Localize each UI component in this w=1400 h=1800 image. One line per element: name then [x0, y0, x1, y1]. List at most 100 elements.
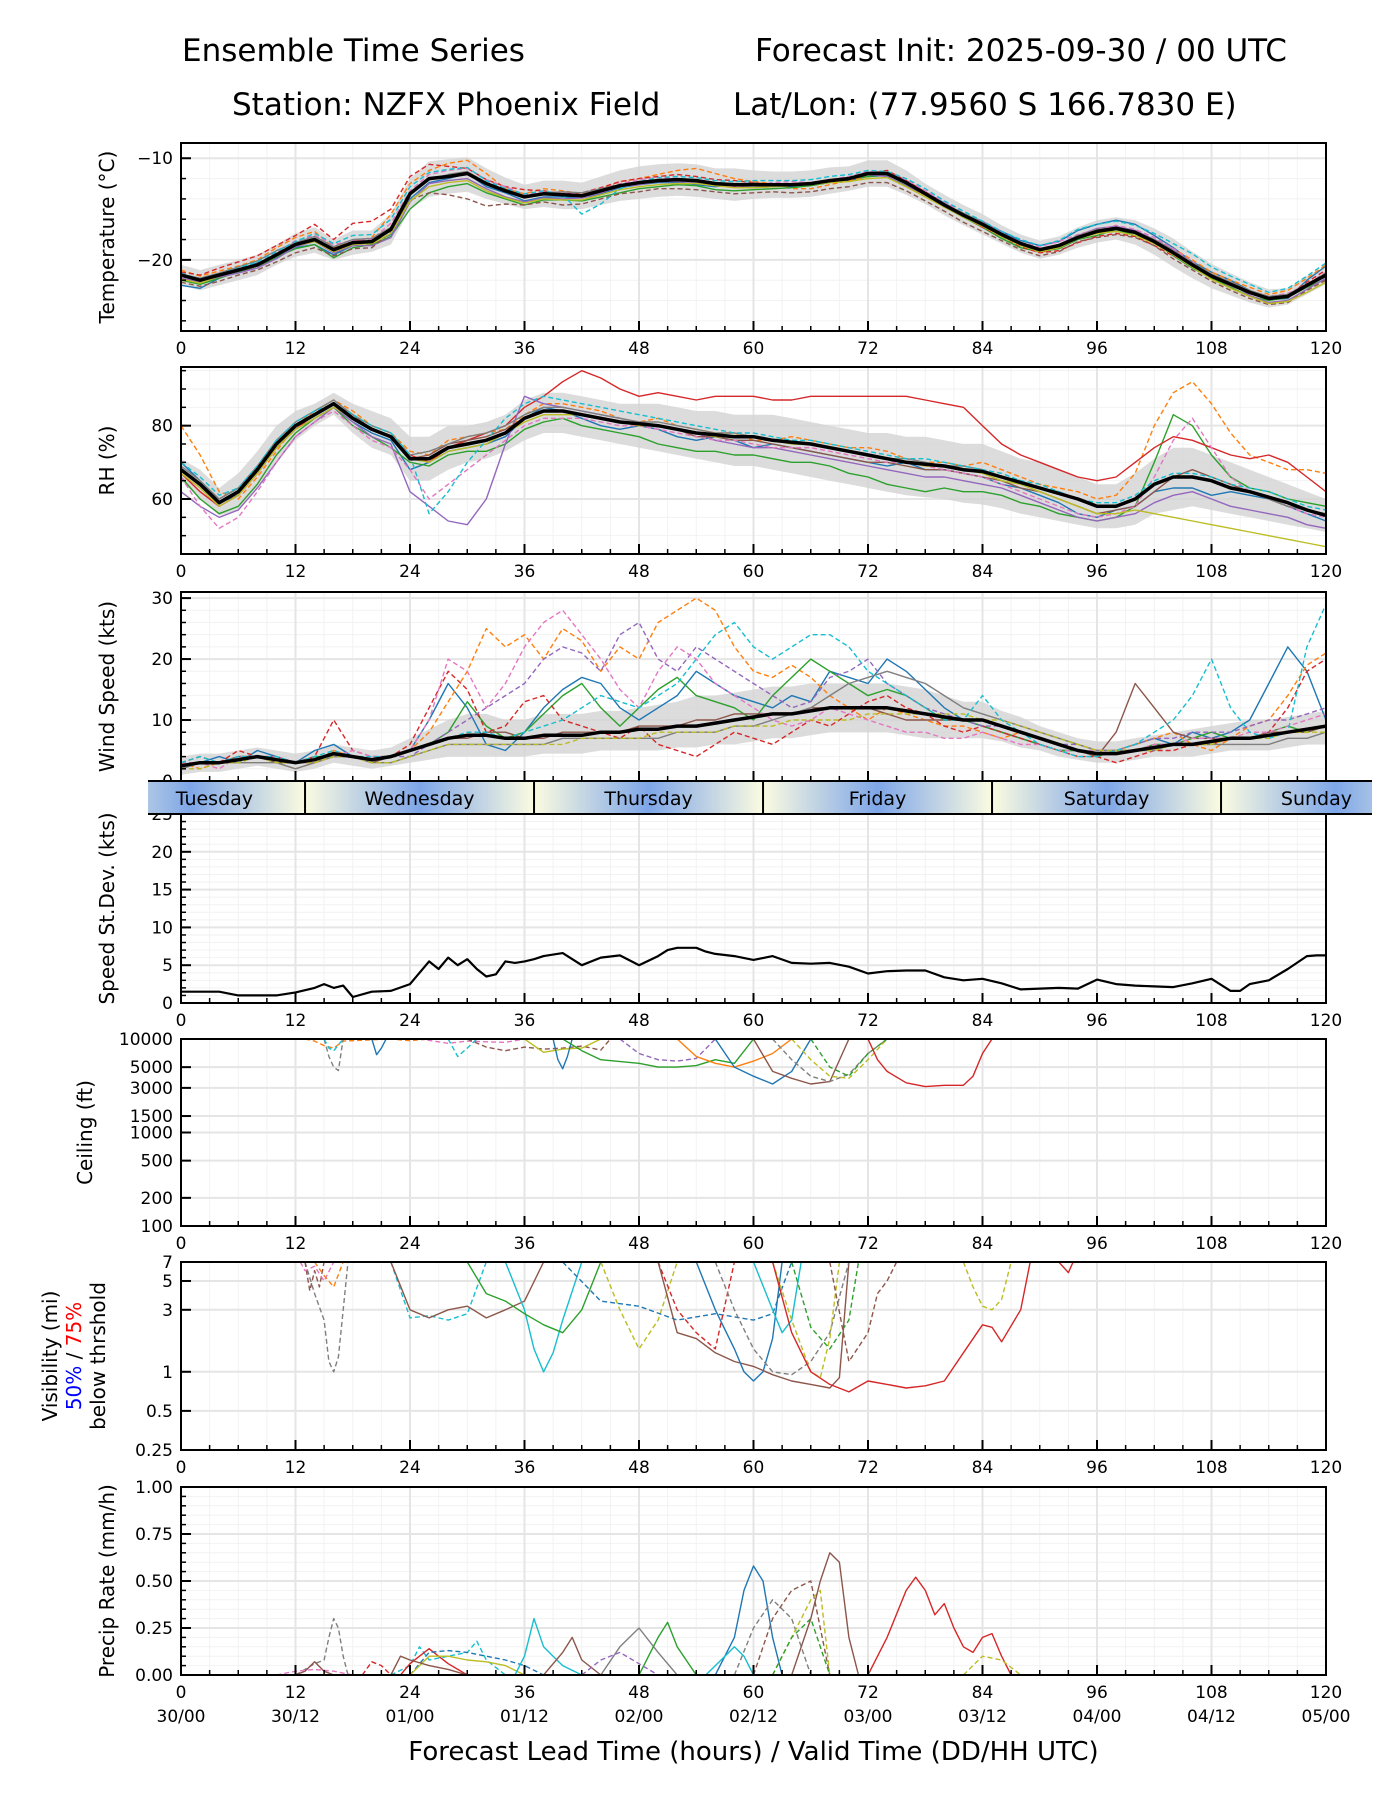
member-line	[299, 1262, 335, 1282]
member-line	[295, 1661, 334, 1675]
plot-area	[181, 1039, 993, 1088]
member-line	[181, 163, 1326, 300]
member-line	[181, 658, 1326, 764]
member-line	[771, 1617, 831, 1675]
member-line	[562, 1039, 755, 1068]
day-segment	[992, 781, 1222, 814]
y-tick-label: 0.50	[135, 1572, 173, 1592]
x-tick-label: 36	[514, 562, 536, 582]
y-tick-label: 0.00	[135, 1666, 173, 1686]
x-tick-label: 84	[972, 1458, 994, 1478]
member-line	[791, 1262, 860, 1350]
member-line	[447, 1039, 478, 1058]
member-line	[419, 1039, 525, 1044]
day-label: Thursday	[603, 788, 692, 810]
member-line	[772, 1039, 888, 1083]
day-label: Wednesday	[365, 788, 475, 810]
x-tick-label: 72	[857, 339, 879, 359]
day-band: Tuesday Wednesday Thursday Friday Saturday Su…	[148, 780, 1372, 815]
member-line	[276, 1668, 353, 1675]
x-tick-label: 108	[1195, 1011, 1227, 1031]
plot-area	[181, 597, 1326, 775]
spread-band	[181, 683, 1326, 775]
threshold-75pct: 75%	[62, 1302, 86, 1346]
stdev-line	[181, 946, 1326, 999]
member-line	[810, 1039, 888, 1077]
x-tick-label: 36	[514, 1234, 536, 1254]
member-line	[543, 1636, 602, 1675]
member-line	[181, 603, 1326, 764]
member-line	[619, 1039, 716, 1062]
member-line	[771, 1589, 831, 1675]
x-tick-label: 12	[285, 339, 307, 359]
x-tick-label: 36	[514, 339, 536, 359]
y-tick-label: −20	[137, 251, 173, 271]
member-line	[390, 1262, 487, 1321]
member-line	[409, 1649, 544, 1675]
y-tick-label: 7	[162, 1253, 173, 1273]
threshold-50pct: 50%	[62, 1366, 86, 1410]
y-axis-label: Wind Speed (kts)	[95, 601, 119, 772]
member-line	[390, 1262, 545, 1319]
x-tick-label: 24	[399, 1683, 421, 1703]
member-line	[504, 1262, 583, 1373]
latlon-label: Lat/Lon: (77.9560 S 166.7830 E)	[733, 87, 1237, 123]
member-line	[791, 1552, 860, 1675]
member-line	[752, 1580, 831, 1675]
x-tick-label: 0	[176, 339, 187, 359]
y-tick-label: 15	[151, 881, 173, 901]
member-line	[181, 410, 1326, 529]
day-segment	[763, 781, 993, 814]
member-line	[638, 1621, 697, 1675]
member-line	[1058, 1262, 1074, 1274]
x-tick-label: 72	[857, 562, 879, 582]
x-tick-label: 96	[1086, 1234, 1108, 1254]
x-tick-label: 108	[1195, 562, 1227, 582]
x-valid-time-label: 02/00	[615, 1707, 664, 1727]
member-line	[705, 1646, 755, 1675]
y-axis-label: Ceiling (ft)	[73, 1080, 97, 1185]
y-tick-label: 5	[162, 956, 173, 976]
member-line	[657, 1262, 736, 1350]
x-tick-label: 72	[857, 1011, 879, 1031]
member-line	[323, 1039, 344, 1072]
x-tick-label: 0	[176, 1011, 187, 1031]
member-line	[314, 1262, 344, 1288]
member-line	[295, 1617, 349, 1675]
x-valid-time-label: 04/00	[1073, 1707, 1122, 1727]
x-tick-label: 60	[743, 339, 765, 359]
member-line	[390, 1655, 468, 1675]
member-line	[390, 1640, 506, 1675]
x-tick-label: 72	[857, 1683, 879, 1703]
ensemble-mean-line	[181, 401, 1326, 518]
member-line	[695, 1262, 783, 1382]
x-tick-label: 60	[743, 1683, 765, 1703]
x-valid-time-label: 02/12	[729, 1707, 778, 1727]
x-tick-label: 72	[857, 1234, 879, 1254]
plot-area	[276, 1552, 1022, 1675]
member-line	[752, 1039, 850, 1085]
member-line	[600, 1262, 678, 1350]
day-segment	[1221, 781, 1372, 814]
member-line	[714, 1565, 783, 1675]
panel-wind: 0102030Wind Speed (kts)	[95, 589, 1327, 792]
x-tick-label: 72	[857, 1458, 879, 1478]
member-line	[867, 1039, 993, 1088]
ensemble-mean-line	[181, 171, 1326, 301]
y-tick-label: 0	[162, 994, 173, 1014]
x-tick-label: 36	[514, 1011, 536, 1031]
x-tick-label: 0	[176, 1458, 187, 1478]
member-line	[562, 1262, 793, 1321]
plot-area	[299, 1262, 1074, 1393]
member-line	[962, 1655, 1022, 1675]
x-tick-label: 24	[399, 1011, 421, 1031]
panel-speed_stdev: 051015202501224364860728496108120Speed S…	[95, 805, 1342, 1031]
x-tick-label: 60	[743, 562, 765, 582]
y-tick-label: 5000	[130, 1058, 173, 1078]
member-line	[829, 1262, 898, 1363]
chart-title: Ensemble Time Series	[182, 33, 525, 69]
y-tick-label: 5	[162, 1272, 173, 1292]
y-tick-label: 1000	[130, 1124, 173, 1144]
x-tick-label: 12	[285, 1234, 307, 1254]
y-tick-label: 0.75	[135, 1525, 173, 1545]
